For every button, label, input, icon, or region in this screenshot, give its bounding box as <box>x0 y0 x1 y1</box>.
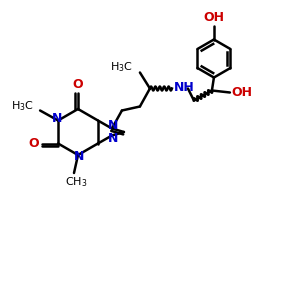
Text: N: N <box>108 119 118 132</box>
Text: OH: OH <box>231 86 252 99</box>
Text: CH$_3$: CH$_3$ <box>65 175 87 189</box>
Text: N: N <box>52 112 62 125</box>
Text: N: N <box>74 151 84 164</box>
Text: O: O <box>73 79 83 92</box>
Text: O: O <box>29 137 39 150</box>
Text: H$_3$C: H$_3$C <box>110 61 134 74</box>
Text: NH: NH <box>173 81 194 94</box>
Text: N: N <box>108 132 118 145</box>
Text: H$_3$C: H$_3$C <box>11 100 34 113</box>
Text: OH: OH <box>203 11 224 24</box>
